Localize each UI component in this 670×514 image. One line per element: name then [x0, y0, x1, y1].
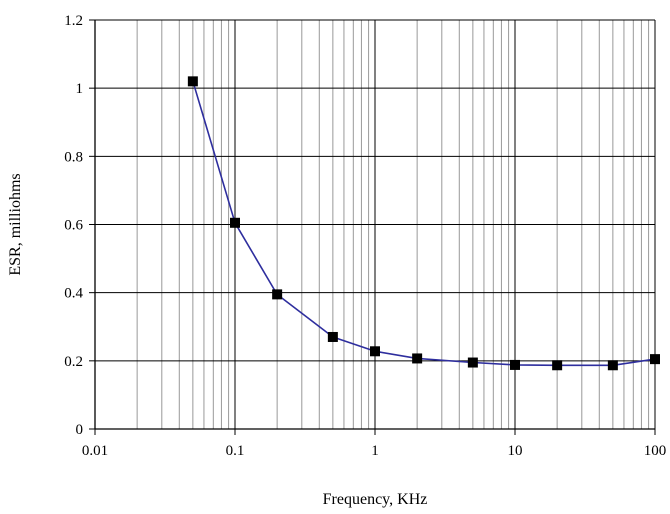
y-tick-label: 0.6: [64, 218, 83, 234]
data-point: [552, 360, 563, 371]
data-point: [327, 331, 338, 342]
x-tick-label: 10: [508, 443, 523, 459]
x-tick-label: 1: [371, 443, 379, 459]
data-point: [467, 357, 478, 368]
x-tick-label: 100: [644, 443, 667, 459]
series-line: [192, 81, 656, 367]
y-tick-label: 0.8: [64, 149, 83, 165]
x-tick-label: 0.1: [226, 443, 245, 459]
data-point: [230, 217, 240, 228]
y-tick-label: 1: [76, 81, 84, 97]
y-tick-label: 0.2: [64, 354, 83, 370]
data-point: [187, 76, 198, 87]
data-point: [370, 346, 380, 357]
data-series: [187, 76, 660, 371]
data-point: [412, 353, 423, 364]
y-tick-label: 0.4: [64, 286, 83, 302]
grid: [94, 19, 656, 430]
data-point: [510, 359, 520, 370]
x-axis-title: Frequency, KHz: [323, 491, 428, 508]
tick-labels: 0 0.2 0.4 0.6 0.8 1 1.2 0.01 0.1 1 10 100: [64, 13, 666, 459]
data-point: [607, 360, 618, 371]
y-axis-title: ESR, milliohms: [7, 173, 24, 275]
data-point: [650, 354, 660, 365]
y-tick-label: 0: [76, 422, 84, 438]
x-tick-label: 0.01: [82, 443, 108, 459]
axes: [89, 19, 656, 435]
y-tick-label: 1.2: [64, 13, 83, 29]
data-point: [272, 289, 283, 300]
